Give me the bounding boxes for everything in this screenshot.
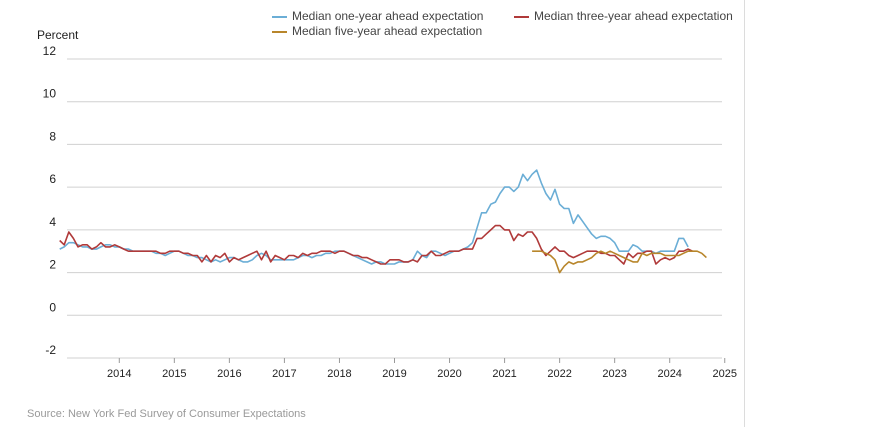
source-note: Source: New York Fed Survey of Consumer … <box>27 408 306 420</box>
y-tick-label: 10 <box>43 87 57 101</box>
series-lines <box>59 169 707 274</box>
legend-item-five-year: Median five-year ahead expectation <box>272 24 482 38</box>
y-tick-label: 8 <box>49 129 56 143</box>
y-tick-label: 4 <box>49 215 56 229</box>
x-axis: 2014 2015 2016 2017 2018 2019 2020 2021 2022 2023… <box>107 358 737 380</box>
y-axis: 12 10 8 6 4 2 0 -2 <box>43 44 57 357</box>
x-tick-label: 2025 <box>713 368 737 380</box>
x-tick-label: 2015 <box>162 368 186 380</box>
series-line-five-year <box>532 250 707 274</box>
y-tick-label: 0 <box>49 300 56 314</box>
x-tick-label: 2014 <box>107 368 131 380</box>
y-tick-label: 2 <box>49 258 56 272</box>
x-tick-label: 2024 <box>657 368 681 380</box>
x-tick-label: 2019 <box>382 368 406 380</box>
y-axis-label: Percent <box>37 28 79 42</box>
y-tick-label: 12 <box>43 44 57 58</box>
grid <box>67 58 722 359</box>
x-tick-label: 2016 <box>217 368 241 380</box>
x-tick-label: 2022 <box>547 368 571 380</box>
series-line-three-year <box>59 224 693 265</box>
legend-item-three-year: Median three-year ahead expectation <box>514 9 733 23</box>
legend-swatch-three-year <box>514 15 529 18</box>
legend-swatch-one-year <box>272 15 287 18</box>
x-tick-label: 2017 <box>272 368 296 380</box>
y-tick-label: 6 <box>49 172 56 186</box>
legend-label-five-year: Median five-year ahead expectation <box>292 24 483 38</box>
panel-divider <box>744 0 745 427</box>
legend-item-one-year: Median one-year ahead expectation <box>272 9 483 23</box>
legend-label-one-year: Median one-year ahead expectation <box>292 9 484 23</box>
x-tick-label: 2021 <box>492 368 516 380</box>
legend-swatch-five-year <box>272 30 287 33</box>
legend-label-three-year: Median three-year ahead expectation <box>534 9 733 23</box>
series-line-one-year <box>59 169 689 265</box>
x-tick-label: 2020 <box>437 368 461 380</box>
y-tick-label: -2 <box>45 343 56 357</box>
x-tick-label: 2023 <box>602 368 626 380</box>
x-tick-label: 2018 <box>327 368 351 380</box>
